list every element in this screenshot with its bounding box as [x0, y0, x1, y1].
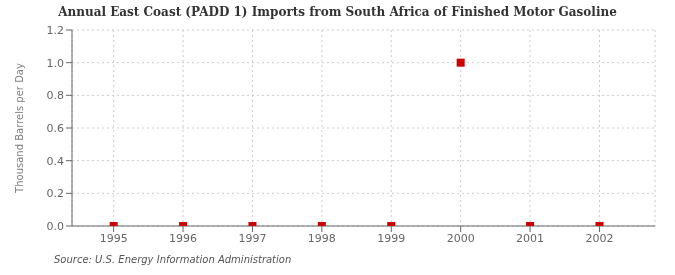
svg-text:Thousand Barrels per Day: Thousand Barrels per Day [14, 63, 25, 194]
svg-text:1.2: 1.2 [47, 24, 65, 37]
svg-text:0.0: 0.0 [47, 220, 65, 233]
svg-text:1995: 1995 [100, 232, 128, 245]
svg-text:2002: 2002 [585, 232, 613, 245]
svg-text:0.2: 0.2 [47, 187, 65, 200]
svg-text:0.8: 0.8 [47, 89, 65, 102]
html-text:Source: U.S. Energy Informatio: Source: U.S. Energy Information Administ… [54, 254, 292, 265]
svg-text:1998: 1998 [308, 232, 336, 245]
svg-text:0.6: 0.6 [47, 122, 65, 135]
svg-text:2000: 2000 [447, 232, 475, 245]
svg-text:0.4: 0.4 [47, 155, 65, 168]
svg-text:2001: 2001 [516, 232, 544, 245]
html-text:Annual East Coast (PADD 1) Imp: Annual East Coast (PADD 1) Imports from … [58, 5, 617, 19]
svg-text:1999: 1999 [377, 232, 405, 245]
svg-text:1996: 1996 [169, 232, 197, 245]
svg-text:1997: 1997 [238, 232, 266, 245]
svg-text:1.0: 1.0 [47, 57, 65, 70]
